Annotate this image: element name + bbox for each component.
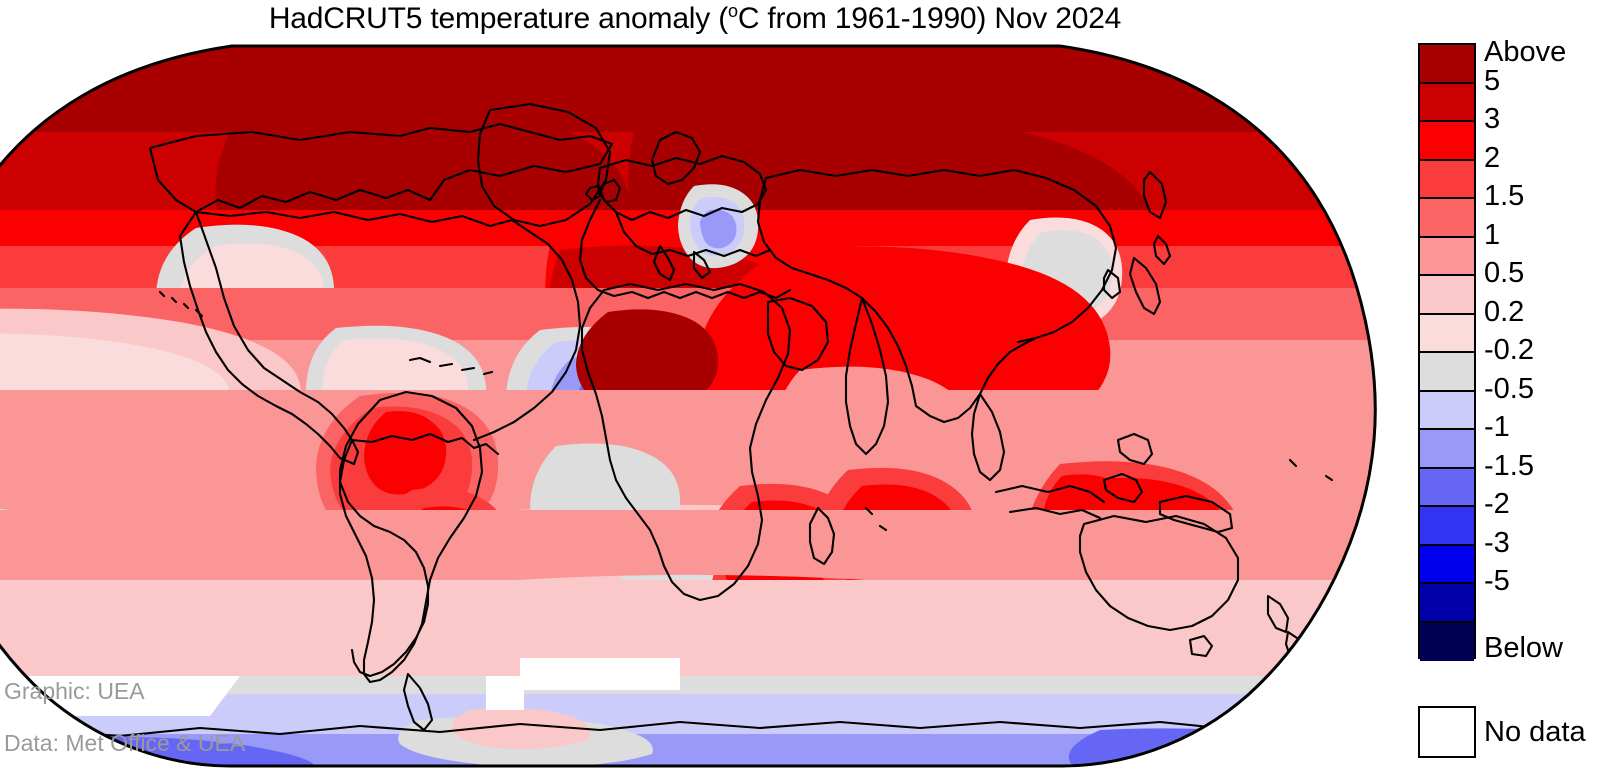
legend-swatch xyxy=(1420,83,1474,122)
legend-swatch xyxy=(1420,237,1474,276)
map-canvas xyxy=(0,44,1377,768)
legend-label-5: 5 xyxy=(1484,64,1501,97)
no-data-patch xyxy=(486,676,524,710)
legend-label-1: 1 xyxy=(1484,218,1501,251)
coastlines xyxy=(0,102,1376,742)
legend-swatch xyxy=(1420,584,1474,623)
legend-label-neg2: -2 xyxy=(1484,488,1510,520)
legend-label-below: Below xyxy=(1484,632,1563,664)
title-suffix: C from 1961-1990) Nov 2024 xyxy=(737,2,1122,35)
legend-label-neg3: -3 xyxy=(1484,526,1510,559)
world-anomaly-map xyxy=(0,40,1390,772)
legend-swatch xyxy=(1420,468,1474,507)
globe-outline xyxy=(0,44,1377,768)
legend-swatch xyxy=(1420,391,1474,430)
legend-swatch xyxy=(1420,276,1474,315)
legend-label-3: 3 xyxy=(1484,103,1501,135)
legend-label-neg0p5: -0.5 xyxy=(1484,372,1534,405)
legend-swatch xyxy=(1420,45,1474,84)
legend-label-0p2: 0.2 xyxy=(1484,295,1525,328)
no-data-patch xyxy=(520,658,680,690)
legend-label-0p5: 0.5 xyxy=(1484,257,1525,289)
legend-swatch xyxy=(1420,353,1474,392)
legend-label-2: 2 xyxy=(1484,141,1501,174)
legend-label-1p5: 1.5 xyxy=(1484,180,1525,212)
credit-graphic: Graphic: UEA xyxy=(4,678,145,704)
legend-label-neg1p5: -1.5 xyxy=(1484,449,1534,482)
no-data-label: No data xyxy=(1484,716,1586,748)
legend-label-neg1: -1 xyxy=(1484,411,1510,443)
legend-swatch xyxy=(1420,122,1474,161)
no-data-swatch xyxy=(1418,706,1476,758)
legend-swatch xyxy=(1420,430,1474,469)
no-data-patch xyxy=(0,676,240,716)
legend-swatch xyxy=(1420,199,1474,238)
degree-symbol: o xyxy=(728,1,738,21)
color-scale-bar xyxy=(1418,43,1476,661)
legend-label-above: Above xyxy=(1484,36,1567,68)
color-scale-labels: Above 5 3 2 1.5 1 0.5 0.2 -0.2 -0.5 -1 -1.5 -2 -3 -5 Be… xyxy=(1484,37,1600,703)
legend-label-neg5: -5 xyxy=(1484,565,1510,597)
legend-swatch xyxy=(1420,545,1474,584)
legend-swatch xyxy=(1420,622,1474,661)
legend-swatch xyxy=(1420,507,1474,546)
legend-label-neg0p2: -0.2 xyxy=(1484,334,1534,366)
legend-swatch xyxy=(1420,160,1474,199)
temperature-field xyxy=(0,46,1376,766)
legend-swatch xyxy=(1420,314,1474,353)
page-title: HadCRUT5 temperature anomaly (oC from 19… xyxy=(0,2,1390,36)
title-prefix: HadCRUT5 temperature anomaly ( xyxy=(268,2,728,35)
credit-data: Data: Met Office & UEA xyxy=(4,730,246,756)
